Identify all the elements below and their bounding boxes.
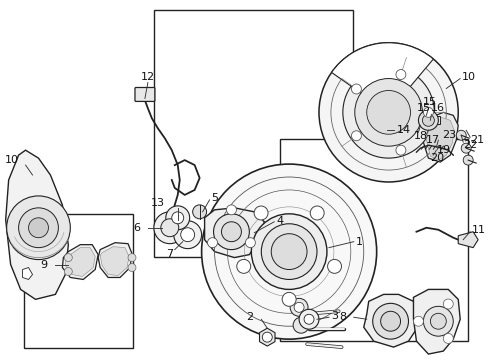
- Text: 13: 13: [150, 198, 164, 208]
- Circle shape: [201, 164, 376, 339]
- Circle shape: [271, 234, 306, 270]
- Circle shape: [418, 111, 437, 130]
- Circle shape: [64, 267, 72, 275]
- Circle shape: [128, 253, 136, 262]
- Text: 7: 7: [165, 249, 172, 258]
- Text: 23: 23: [441, 130, 455, 140]
- Circle shape: [327, 260, 341, 273]
- Text: 22: 22: [462, 140, 476, 150]
- Circle shape: [422, 114, 433, 126]
- Circle shape: [161, 219, 179, 237]
- Bar: [154, 10, 353, 257]
- Circle shape: [236, 260, 250, 273]
- Circle shape: [395, 69, 405, 80]
- Text: 17: 17: [425, 135, 439, 145]
- Circle shape: [380, 311, 400, 331]
- Circle shape: [245, 238, 255, 248]
- Circle shape: [254, 206, 267, 220]
- Circle shape: [28, 218, 48, 238]
- Polygon shape: [426, 117, 453, 160]
- Circle shape: [19, 208, 58, 248]
- Polygon shape: [423, 112, 457, 162]
- Circle shape: [455, 130, 465, 140]
- Circle shape: [423, 306, 452, 336]
- Polygon shape: [65, 248, 95, 276]
- Bar: [416, 116, 439, 124]
- Circle shape: [309, 206, 324, 220]
- Circle shape: [462, 155, 472, 165]
- Text: 3: 3: [330, 311, 337, 321]
- Polygon shape: [100, 247, 129, 275]
- Polygon shape: [413, 289, 459, 354]
- Circle shape: [289, 298, 307, 316]
- Circle shape: [351, 131, 361, 141]
- Circle shape: [261, 224, 316, 279]
- Circle shape: [165, 206, 189, 230]
- Circle shape: [221, 222, 241, 242]
- Polygon shape: [62, 245, 98, 279]
- Circle shape: [282, 292, 296, 306]
- Text: 15: 15: [416, 103, 429, 113]
- Text: 16: 16: [429, 103, 444, 113]
- Circle shape: [443, 299, 452, 309]
- Circle shape: [318, 43, 457, 182]
- Circle shape: [342, 67, 433, 158]
- Text: 1: 1: [355, 237, 362, 247]
- Wedge shape: [331, 43, 432, 112]
- Circle shape: [226, 205, 236, 215]
- Circle shape: [181, 228, 194, 242]
- Circle shape: [64, 253, 72, 262]
- Circle shape: [460, 143, 470, 153]
- Circle shape: [395, 145, 405, 155]
- Polygon shape: [204, 208, 264, 258]
- Circle shape: [207, 238, 217, 248]
- Text: 12: 12: [141, 72, 155, 82]
- Text: 21: 21: [469, 135, 483, 145]
- Circle shape: [128, 264, 136, 271]
- Text: 5: 5: [211, 193, 218, 203]
- Circle shape: [429, 313, 446, 329]
- Text: 6: 6: [133, 223, 140, 233]
- Text: 10: 10: [4, 155, 19, 165]
- Circle shape: [292, 317, 308, 333]
- Text: 9: 9: [40, 260, 47, 270]
- Circle shape: [293, 302, 304, 312]
- Circle shape: [173, 221, 201, 249]
- Polygon shape: [98, 243, 132, 278]
- Circle shape: [262, 332, 272, 342]
- Circle shape: [192, 205, 206, 219]
- Bar: [280, 139, 467, 341]
- Circle shape: [7, 196, 70, 260]
- Text: 10: 10: [461, 72, 475, 82]
- Text: 19: 19: [435, 145, 449, 155]
- Circle shape: [251, 214, 326, 289]
- Text: 14: 14: [396, 125, 410, 135]
- Circle shape: [423, 107, 432, 117]
- Text: 4: 4: [276, 216, 283, 226]
- Circle shape: [372, 303, 407, 339]
- Circle shape: [366, 90, 409, 134]
- Circle shape: [443, 333, 452, 343]
- Text: 8: 8: [339, 312, 346, 322]
- Polygon shape: [22, 267, 33, 279]
- Polygon shape: [457, 232, 477, 248]
- Circle shape: [354, 78, 422, 146]
- Circle shape: [171, 212, 183, 224]
- Circle shape: [413, 316, 423, 326]
- Text: 15: 15: [422, 98, 435, 107]
- Circle shape: [351, 84, 361, 94]
- Bar: [24, 214, 133, 348]
- Text: 11: 11: [471, 225, 485, 235]
- Text: 18: 18: [413, 131, 427, 141]
- Circle shape: [299, 309, 318, 329]
- Polygon shape: [363, 294, 418, 347]
- Circle shape: [304, 314, 313, 324]
- Polygon shape: [6, 150, 68, 300]
- FancyBboxPatch shape: [135, 87, 155, 102]
- Text: 2: 2: [245, 312, 253, 322]
- Circle shape: [154, 212, 185, 244]
- Text: 20: 20: [429, 153, 444, 163]
- Circle shape: [213, 214, 249, 249]
